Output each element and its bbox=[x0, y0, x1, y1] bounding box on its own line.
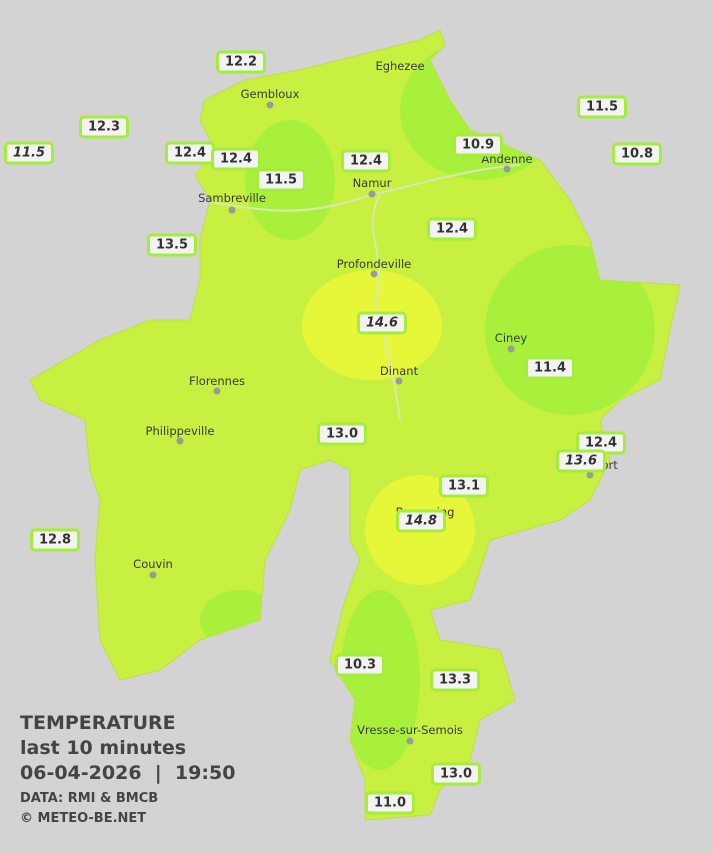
city-name: Philippeville bbox=[145, 424, 215, 438]
city-dot bbox=[395, 377, 403, 385]
cool-zone bbox=[200, 590, 280, 650]
station-value: 12.4 bbox=[426, 217, 478, 241]
station-value: 13.5 bbox=[146, 233, 198, 257]
city-name: Eghezee bbox=[375, 59, 425, 73]
legend-datetime: 06-04-2026 | 19:50 bbox=[20, 762, 236, 784]
legend-title: TEMPERATURE bbox=[20, 712, 176, 734]
city-name: Profondeville bbox=[336, 257, 412, 271]
city-name: Ciney bbox=[494, 331, 528, 345]
station-value: 12.4 bbox=[210, 147, 262, 171]
station-value: 13.1 bbox=[438, 474, 490, 498]
city-dot bbox=[266, 101, 274, 109]
city-name: Sambreville bbox=[198, 191, 266, 205]
city-name: Namur bbox=[352, 176, 392, 190]
city-dot bbox=[213, 387, 221, 395]
station-value: 13.0 bbox=[316, 422, 368, 446]
station-value: 11.4 bbox=[524, 356, 576, 380]
station-value: 12.8 bbox=[29, 528, 81, 552]
station-value: 11.5 bbox=[255, 168, 307, 192]
station-value: 12.2 bbox=[215, 50, 267, 74]
station-value: 11.0 bbox=[364, 791, 416, 815]
legend-subtitle: last 10 minutes bbox=[20, 737, 187, 759]
station-value: 13.0 bbox=[430, 762, 482, 786]
station-value: 13.6 bbox=[555, 449, 607, 473]
river bbox=[371, 194, 401, 421]
city-dot bbox=[507, 345, 515, 353]
station-value: 12.3 bbox=[78, 115, 130, 139]
city-dot bbox=[368, 190, 376, 198]
station-value: 12.4 bbox=[340, 149, 392, 173]
station-value: 10.8 bbox=[611, 142, 663, 166]
legend-credit: © METEO-BE.NET bbox=[20, 811, 147, 826]
city-dot bbox=[503, 165, 511, 173]
station-value: 12.4 bbox=[164, 141, 216, 165]
city-name: Vresse-sur-Semois bbox=[357, 723, 463, 737]
city-dot bbox=[586, 471, 594, 479]
city-name: Florennes bbox=[188, 374, 246, 388]
city-dot bbox=[228, 206, 236, 214]
city-dot bbox=[176, 437, 184, 445]
city-dot bbox=[370, 270, 378, 278]
city-dot bbox=[406, 737, 414, 745]
city-name: Dinant bbox=[379, 364, 419, 378]
cool-zone bbox=[340, 590, 420, 770]
station-value: 10.9 bbox=[452, 133, 504, 157]
cool-zone bbox=[485, 245, 655, 415]
city-dot bbox=[149, 571, 157, 579]
station-value: 12.4 bbox=[575, 431, 627, 455]
station-value: 14.8 bbox=[395, 509, 447, 533]
station-value: 11.5 bbox=[576, 95, 628, 119]
city-name: Gembloux bbox=[240, 87, 300, 101]
station-value: 10.3 bbox=[334, 653, 386, 677]
legend-source: DATA: RMI & BMCB bbox=[20, 791, 159, 806]
station-value: 13.3 bbox=[429, 668, 481, 692]
city-name: Couvin bbox=[133, 557, 173, 571]
station-value: 14.6 bbox=[356, 311, 408, 335]
station-value: 11.5 bbox=[3, 141, 55, 165]
